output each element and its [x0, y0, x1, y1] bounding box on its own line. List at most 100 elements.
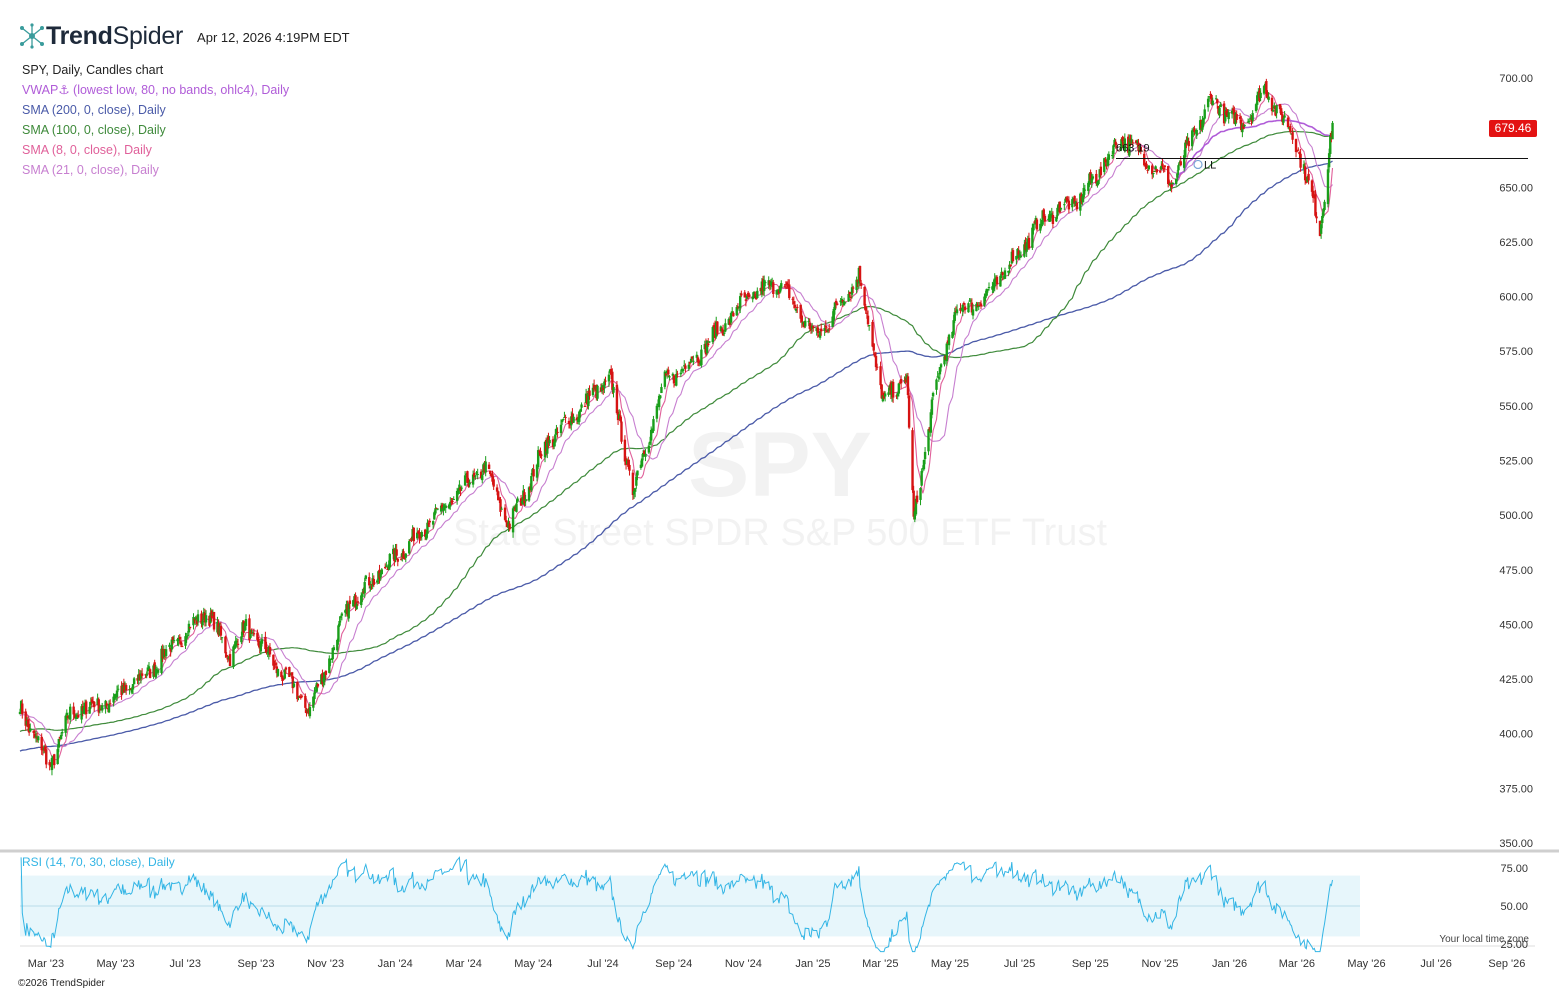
candle-body: [1319, 224, 1323, 234]
candle-body: [1159, 171, 1162, 173]
candle-body: [920, 471, 923, 486]
candle-body: [220, 637, 224, 639]
candle: [139, 670, 143, 684]
candle-body: [922, 460, 926, 470]
candle: [1246, 118, 1250, 123]
candle-body: [730, 311, 734, 313]
candle-body: [540, 454, 543, 456]
sma100-line: [19, 130, 1333, 732]
candle-body: [292, 683, 296, 687]
candle: [156, 668, 160, 676]
candle-body: [833, 302, 837, 311]
candle: [499, 496, 502, 517]
candle: [1323, 199, 1326, 212]
candle: [1128, 134, 1131, 158]
candle-body: [623, 439, 627, 462]
copyright: ©2026 TrendSpider: [18, 978, 105, 989]
legend-sma21[interactable]: SMA (21, 0, close), Daily: [22, 163, 159, 177]
candle-body: [427, 523, 430, 525]
candle-body: [1018, 254, 1022, 258]
candle: [820, 323, 823, 336]
candle-body: [872, 343, 875, 351]
candle: [1311, 185, 1315, 203]
candle-body: [1032, 223, 1035, 231]
candle-body: [1218, 107, 1221, 116]
candle: [580, 402, 583, 412]
candle-body: [276, 669, 280, 676]
candle: [939, 363, 943, 372]
candle-body: [979, 303, 983, 307]
candle-body: [1120, 139, 1123, 149]
legend-vwap[interactable]: VWAP⚓ (lowest low, 80, no bands, ohlc4),…: [22, 83, 290, 97]
candle: [356, 596, 360, 607]
candle-body: [1171, 182, 1174, 185]
candle: [788, 279, 791, 300]
candle-body: [1058, 201, 1061, 213]
candle: [1248, 119, 1251, 124]
candle-body: [45, 749, 48, 765]
candle-body: [1182, 155, 1186, 168]
candle-body: [252, 633, 256, 635]
candle-body: [1256, 95, 1259, 105]
candle-body: [124, 685, 128, 691]
candle-body: [169, 647, 172, 652]
candle: [866, 310, 870, 327]
candle: [962, 301, 966, 306]
candle-body: [444, 505, 447, 509]
candle: [105, 701, 108, 709]
candle: [436, 508, 439, 511]
candle-body: [1225, 110, 1228, 115]
candle-body: [1219, 104, 1222, 108]
candle: [999, 274, 1002, 287]
legend-title[interactable]: SPY, Daily, Candles chart: [22, 63, 164, 77]
candles: [18, 78, 1334, 776]
candle-body: [596, 385, 599, 399]
candle: [1249, 114, 1252, 121]
legend-sma8[interactable]: SMA (8, 0, close), Daily: [22, 143, 152, 157]
candle-body: [1176, 173, 1179, 178]
candle-body: [48, 762, 51, 766]
candle-body: [660, 387, 663, 394]
candle-body: [756, 290, 759, 298]
candle-body: [1248, 120, 1251, 122]
candle: [567, 417, 571, 429]
candle-body: [24, 711, 27, 726]
candle-body: [105, 703, 108, 706]
rsi-tick-2: 25.00: [1500, 939, 1528, 951]
candle-body: [880, 384, 883, 399]
candle: [404, 552, 407, 563]
candle-body: [987, 286, 991, 289]
rsi-legend[interactable]: RSI (14, 70, 30, close), Daily: [22, 855, 175, 869]
candle-body: [735, 307, 738, 316]
candle: [476, 468, 479, 480]
candle-body: [740, 293, 743, 296]
candle-body: [547, 436, 550, 443]
candle: [729, 311, 733, 325]
candle: [1123, 133, 1127, 153]
candle-body: [34, 736, 38, 738]
legend-sma100[interactable]: SMA (100, 0, close), Daily: [22, 123, 166, 137]
candle-body: [439, 505, 443, 512]
candle-body: [1163, 165, 1166, 168]
candle-body: [914, 498, 918, 515]
candle: [219, 621, 223, 641]
candle-body: [139, 673, 143, 679]
legend-sma200[interactable]: SMA (200, 0, close), Daily: [22, 103, 166, 117]
candle: [1067, 196, 1071, 214]
candle-body: [50, 757, 54, 771]
candle: [300, 694, 304, 699]
candle: [936, 371, 939, 378]
candle: [1107, 151, 1111, 165]
candle-body: [64, 715, 67, 733]
candle-body: [1103, 158, 1106, 173]
candle: [995, 275, 999, 290]
candle: [449, 497, 452, 510]
candle-body: [1147, 165, 1150, 170]
candle: [1063, 201, 1066, 211]
candle: [1043, 214, 1047, 226]
timezone-note[interactable]: Your local time zone: [1439, 934, 1529, 945]
candle-body: [1019, 256, 1023, 258]
candle-body: [164, 649, 168, 657]
candle: [347, 601, 350, 622]
